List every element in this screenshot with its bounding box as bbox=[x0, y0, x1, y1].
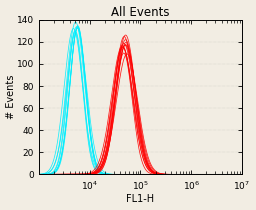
X-axis label: FL1-H: FL1-H bbox=[126, 194, 155, 205]
Y-axis label: # Events: # Events bbox=[6, 75, 16, 119]
Title: All Events: All Events bbox=[111, 5, 170, 18]
